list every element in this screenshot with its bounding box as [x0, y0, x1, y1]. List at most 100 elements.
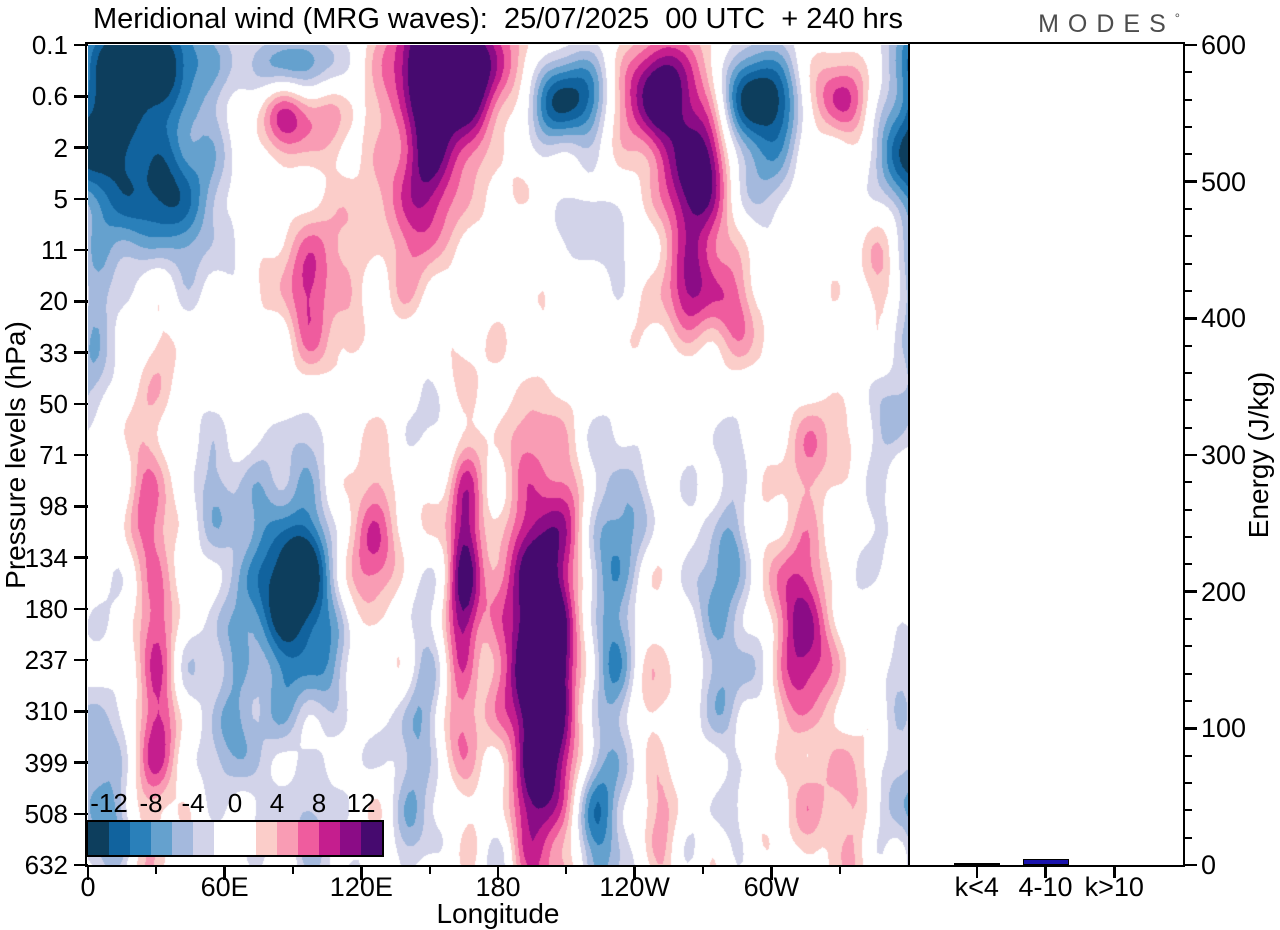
energy-tick-label: 400 — [1201, 303, 1247, 334]
pressure-tick-label: 180 — [24, 593, 68, 624]
longitude-tick — [223, 865, 226, 880]
energy-tick-label: 0 — [1201, 850, 1217, 880]
pressure-tick-label: 11 — [41, 235, 68, 265]
pressure-tick — [74, 197, 88, 200]
energy-tick — [1183, 727, 1197, 730]
page-title: Meridional wind (MRG waves): 25/07/2025 … — [93, 3, 903, 35]
pressure-tick — [74, 505, 88, 508]
longitude-tick — [496, 865, 500, 880]
energy-tick-label: 500 — [1201, 166, 1247, 197]
wavenumber-tick — [1113, 865, 1116, 878]
pressure-tick — [74, 658, 88, 662]
colorbar-cell — [193, 822, 214, 855]
colorbar-cell — [256, 822, 277, 855]
longitude-tick — [360, 865, 363, 880]
energy-bar-panel — [908, 42, 1185, 867]
contour-field-canvas — [88, 45, 908, 865]
wavenumber-tick — [1044, 865, 1047, 878]
energy-tick — [1183, 590, 1197, 593]
pressure-tick-label: 0.1 — [31, 30, 68, 60]
energy-minor-tick — [1183, 782, 1192, 784]
pressure-tick — [74, 43, 88, 47]
energy-minor-tick — [1183, 754, 1192, 757]
pressure-tick — [74, 351, 88, 354]
pressure-tick-label: 632 — [24, 850, 68, 880]
pressure-tick — [74, 300, 88, 303]
energy-minor-tick — [1183, 235, 1192, 238]
colorbar-cell — [151, 822, 172, 855]
energy-minor-tick — [1183, 153, 1192, 156]
energy-minor-tick — [1183, 262, 1192, 265]
longitude-minor-tick — [292, 865, 294, 874]
longitude-tick-label: 60E — [200, 872, 249, 902]
pressure-tick — [74, 761, 88, 764]
longitude-tick — [770, 865, 773, 880]
colorbar-cell — [130, 822, 151, 855]
longitude-minor-tick — [565, 865, 568, 874]
colorbar-cell — [298, 822, 319, 855]
longitude-tick — [86, 865, 90, 880]
pressure-tick-label: 134 — [24, 542, 68, 573]
pressure-tick — [74, 453, 88, 457]
colorbar-cell — [361, 822, 382, 855]
pressure-tick — [74, 863, 88, 867]
pressure-tick-label: 0.6 — [31, 81, 68, 112]
pressure-tick-label: 2 — [53, 132, 68, 163]
colorbar-tick-label: 4 — [269, 788, 285, 818]
longitude-tick — [633, 865, 636, 880]
colorbar-cell — [172, 822, 193, 855]
longitude-tick-label: 180 — [475, 872, 521, 902]
longitude-tick-label: 120E — [329, 872, 393, 902]
colorbar — [86, 820, 384, 857]
energy-tick-label: 300 — [1201, 440, 1247, 470]
longitude-minor-tick — [428, 865, 431, 874]
pressure-tick-label: 399 — [24, 747, 68, 778]
energy-minor-tick — [1183, 426, 1192, 429]
longitude-axis-title: Longitude — [436, 898, 560, 929]
energy-tick — [1183, 317, 1197, 320]
colorbar-cell — [319, 822, 340, 855]
colorbar-cell — [340, 822, 361, 855]
pressure-tick-label: 237 — [24, 645, 68, 675]
energy-tick-label: 200 — [1201, 576, 1247, 607]
colorbar-tick-label: -8 — [139, 788, 163, 818]
energy-minor-tick — [1183, 700, 1192, 702]
energy-minor-tick — [1183, 563, 1192, 566]
longitude-minor-tick — [838, 865, 841, 874]
pressure-tick-label: 310 — [24, 696, 68, 727]
energy-minor-tick — [1183, 672, 1192, 675]
pressure-tick-label: 20 — [39, 286, 68, 317]
modes-logo: MODES° — [1020, 10, 1180, 39]
energy-minor-tick — [1183, 71, 1192, 74]
pressure-tick — [74, 146, 88, 149]
modes-logo-text: MODES — [1038, 10, 1175, 38]
energy-tick — [1183, 453, 1197, 457]
wavenumber-tick-label: k<4 — [954, 872, 999, 902]
energy-minor-tick — [1183, 508, 1192, 511]
pressure-tick — [74, 402, 88, 405]
energy-tick — [1183, 43, 1197, 47]
energy-tick-label: 100 — [1201, 713, 1247, 744]
energy-minor-tick — [1183, 836, 1192, 839]
colorbar-cell — [214, 822, 235, 855]
energy-minor-tick — [1183, 208, 1192, 210]
energy-minor-tick — [1183, 399, 1192, 402]
pressure-tick-label: 5 — [53, 183, 68, 214]
energy-minor-tick — [1183, 126, 1192, 128]
colorbar-cell — [277, 822, 298, 855]
pressure-tick — [74, 95, 88, 98]
colorbar-tick-label: 12 — [346, 788, 376, 818]
energy-minor-tick — [1183, 618, 1192, 620]
wavenumber-tick — [975, 865, 978, 878]
energy-minor-tick — [1183, 481, 1192, 484]
pressure-tick — [74, 248, 88, 252]
energy-tick — [1183, 863, 1197, 867]
colorbar-tick-label: 8 — [311, 788, 327, 818]
longitude-minor-tick — [702, 865, 704, 874]
energy-bar — [1022, 858, 1069, 865]
wavenumber-tick-label: k>10 — [1084, 872, 1144, 902]
pressure-tick-label: 50 — [39, 388, 68, 419]
colorbar-cell — [109, 822, 130, 855]
pressure-tick — [74, 812, 88, 815]
